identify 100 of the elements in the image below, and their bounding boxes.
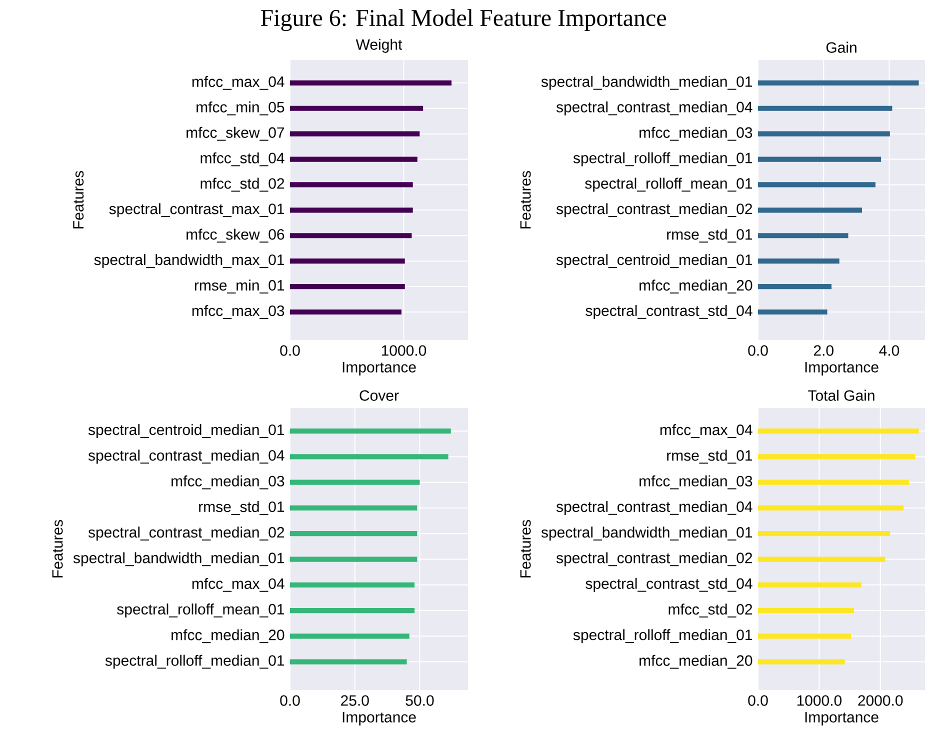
bar bbox=[758, 531, 890, 536]
y-tick-label: spectral_contrast_max_01 bbox=[109, 203, 284, 218]
y-tick-label: rmse_min_01 bbox=[194, 280, 284, 294]
y-tick-label: mfcc_std_02 bbox=[668, 604, 752, 618]
bar bbox=[290, 131, 420, 136]
chart-title: Weight bbox=[356, 38, 402, 53]
x-tick-label: 0.0 bbox=[280, 695, 300, 706]
y-tick-label: mfcc_median_03 bbox=[640, 126, 752, 141]
bar bbox=[290, 428, 451, 434]
x-axis-title: Importance bbox=[805, 362, 878, 376]
bar bbox=[758, 131, 890, 136]
y-tick-label: spectral_contrast_median_02 bbox=[556, 203, 752, 218]
bar bbox=[290, 659, 407, 664]
bar bbox=[758, 659, 845, 664]
bar bbox=[758, 582, 862, 588]
bar bbox=[290, 284, 405, 290]
y-tick-label: spectral_contrast_std_04 bbox=[586, 578, 752, 592]
bar bbox=[758, 480, 910, 485]
y-tick-label: spectral_contrast_median_04 bbox=[556, 101, 752, 116]
bar bbox=[290, 258, 405, 264]
bar bbox=[290, 582, 415, 588]
bar bbox=[758, 284, 832, 290]
y-tick-label: spectral_rolloff_median_01 bbox=[105, 654, 284, 669]
chart-title: Total Gain bbox=[808, 390, 874, 401]
bar bbox=[758, 182, 876, 188]
y-axis-title: Features bbox=[73, 170, 84, 228]
bar bbox=[290, 634, 410, 639]
bar bbox=[758, 556, 886, 562]
bar bbox=[290, 531, 418, 536]
x-tick-label: 2.0 bbox=[814, 345, 834, 356]
bar bbox=[290, 106, 424, 111]
y-tick-label: mfcc_std_02 bbox=[200, 178, 284, 192]
x-axis-title: Importance bbox=[342, 362, 416, 376]
x-tick-label: 0.0 bbox=[748, 345, 768, 356]
x-axis-title: Importance bbox=[342, 712, 416, 726]
y-tick-label: spectral_centroid_median_01 bbox=[88, 424, 284, 438]
bar bbox=[758, 505, 904, 511]
bar bbox=[290, 608, 415, 614]
y-tick-label: mfcc_median_20 bbox=[172, 629, 284, 644]
y-tick-label: mfcc_std_04 bbox=[200, 152, 284, 166]
x-tick-label: 2000.0 bbox=[858, 695, 903, 706]
y-tick-label: spectral_contrast_median_02 bbox=[556, 552, 752, 566]
x-tick-label: 0.0 bbox=[748, 695, 768, 706]
y-tick-label: spectral_bandwidth_median_01 bbox=[73, 552, 284, 566]
x-tick-label: 1000.0 bbox=[382, 345, 426, 356]
bar bbox=[758, 608, 854, 614]
y-tick-label: spectral_bandwidth_median_01 bbox=[541, 526, 752, 541]
y-tick-label: mfcc_median_03 bbox=[172, 475, 284, 490]
y-axis-title: Features bbox=[52, 520, 63, 578]
y-tick-label: spectral_rolloff_median_01 bbox=[573, 152, 752, 166]
chart-title: Cover bbox=[360, 390, 399, 401]
y-tick-label: spectral_bandwidth_median_01 bbox=[541, 76, 752, 90]
bar bbox=[758, 156, 882, 162]
y-tick-label: spectral_bandwidth_max_01 bbox=[94, 254, 284, 268]
bar bbox=[290, 80, 452, 86]
y-tick-label: rmse_std_01 bbox=[667, 450, 752, 464]
y-tick-label: mfcc_skew_06 bbox=[186, 228, 284, 243]
bar bbox=[758, 258, 840, 264]
y-tick-label: mfcc_skew_07 bbox=[186, 126, 284, 141]
x-axis-title: Importance bbox=[805, 712, 878, 726]
y-tick-label: mfcc_max_04 bbox=[660, 424, 752, 438]
bar bbox=[290, 556, 418, 562]
y-tick-label: spectral_contrast_median_04 bbox=[88, 450, 284, 464]
bar bbox=[290, 505, 418, 511]
bar bbox=[290, 156, 418, 162]
y-tick-label: mfcc_median_20 bbox=[640, 280, 752, 294]
bar bbox=[290, 182, 413, 188]
bar bbox=[290, 208, 413, 213]
bar bbox=[758, 634, 851, 639]
y-tick-label: spectral_centroid_median_01 bbox=[556, 254, 752, 268]
bar bbox=[758, 80, 919, 86]
y-tick-label: mfcc_max_04 bbox=[192, 76, 284, 90]
y-tick-label: spectral_contrast_median_02 bbox=[88, 526, 284, 541]
bar bbox=[758, 106, 892, 111]
y-tick-label: spectral_rolloff_median_01 bbox=[573, 629, 752, 644]
y-tick-label: mfcc_max_04 bbox=[192, 578, 284, 592]
bar bbox=[290, 480, 420, 485]
bar bbox=[758, 208, 862, 213]
y-tick-label: mfcc_median_03 bbox=[640, 475, 752, 490]
caption: Figure 6: Final Model Feature Importance bbox=[260, 9, 666, 32]
chart-title: Gain bbox=[826, 42, 856, 53]
x-tick-label: 50.0 bbox=[406, 695, 434, 706]
y-tick-label: mfcc_min_05 bbox=[196, 101, 284, 116]
y-axis-title: Features bbox=[520, 170, 531, 228]
x-tick-label: 25.0 bbox=[341, 695, 369, 706]
bar bbox=[758, 233, 848, 238]
bar bbox=[758, 454, 916, 460]
bar bbox=[290, 309, 402, 315]
y-axis-title: Features bbox=[520, 520, 531, 578]
y-tick-label: spectral_rolloff_mean_01 bbox=[585, 178, 752, 192]
y-tick-label: spectral_contrast_median_04 bbox=[556, 500, 752, 515]
x-tick-label: 1000.0 bbox=[797, 695, 842, 706]
x-tick-label: 0.0 bbox=[280, 345, 300, 356]
y-tick-label: rmse_std_01 bbox=[667, 228, 752, 243]
x-tick-label: 4.0 bbox=[879, 345, 900, 356]
y-tick-label: mfcc_max_03 bbox=[192, 305, 284, 319]
y-tick-label: rmse_std_01 bbox=[199, 501, 284, 515]
y-tick-label: spectral_rolloff_mean_01 bbox=[117, 604, 284, 618]
bar bbox=[758, 428, 919, 434]
bar bbox=[290, 454, 448, 460]
